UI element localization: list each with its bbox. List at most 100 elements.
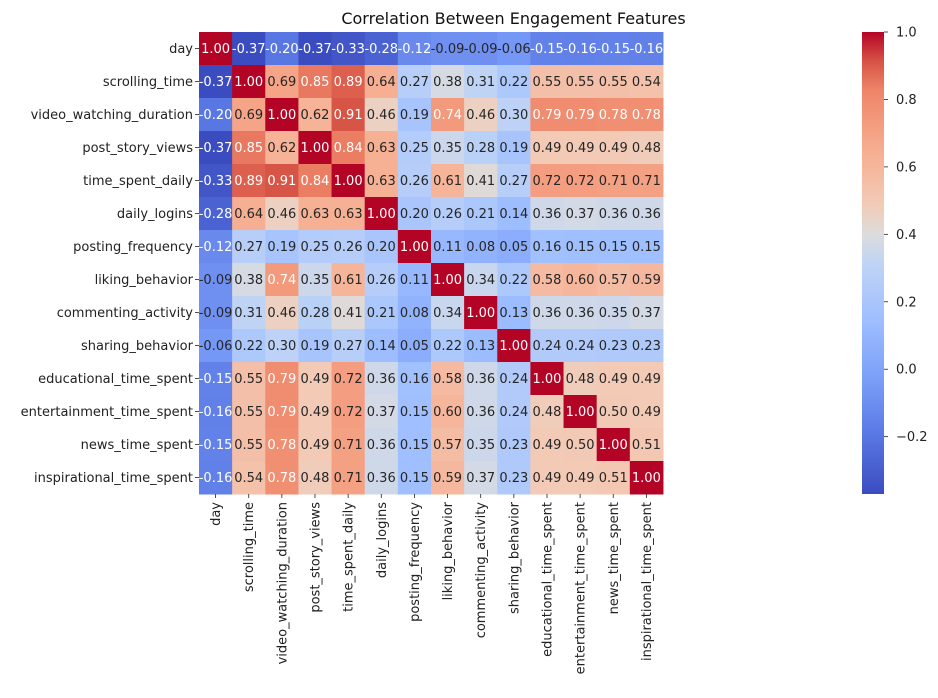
heatmap-cell-label: 0.72: [532, 174, 561, 189]
heatmap-cell: [265, 263, 299, 297]
heatmap-cell-label: 0.63: [367, 141, 396, 156]
heatmap-cell: [331, 164, 366, 198]
heatmap-cell-label: 0.49: [301, 438, 330, 453]
heatmap-cell-label: 0.49: [532, 438, 561, 453]
heatmap-cell: [199, 362, 233, 396]
heatmap-cell-label: 0.24: [566, 339, 595, 354]
heatmap-cell: [629, 32, 664, 66]
heatmap-cell-label: 0.63: [301, 207, 330, 222]
heatmap-cell-label: -0.16: [199, 471, 233, 486]
heatmap-cell-label: 0.19: [301, 339, 330, 354]
x-tick-label: posting_frequency: [408, 502, 423, 622]
heatmap-cell: [563, 395, 598, 429]
heatmap-cell: [331, 395, 366, 429]
heatmap-cell: [563, 428, 598, 462]
colorbar-tick-label: 0.8: [896, 93, 917, 108]
heatmap-cell: [497, 395, 531, 429]
heatmap-cell-label: 0.71: [632, 174, 661, 189]
heatmap-cell-label: 0.58: [433, 372, 462, 387]
heatmap-cell-label: 1.00: [301, 141, 330, 156]
heatmap-cell: [232, 428, 266, 462]
y-tick-label: daily_logins: [117, 207, 193, 222]
heatmap-cell-label: -0.15: [199, 438, 233, 453]
heatmap-cell: [331, 131, 366, 165]
heatmap-cell: [430, 32, 465, 66]
heatmap-cell-label: 0.50: [599, 405, 628, 420]
heatmap-cell-label: -0.09: [199, 273, 233, 288]
heatmap-cell-label: 0.78: [267, 438, 296, 453]
heatmap-cell: [629, 164, 664, 198]
heatmap-cell-label: 0.54: [632, 75, 661, 90]
y-tick-label: scrolling_time: [103, 75, 193, 90]
heatmap-cell: [364, 296, 399, 330]
colorbar-tick-label: −0.2: [896, 430, 928, 445]
heatmap-cell-label: 0.31: [466, 75, 495, 90]
x-tick-label: commenting_activity: [474, 502, 489, 639]
heatmap-cell-labels: 1.00 -0.37 -0.20 -0.37 -0.33 -0.28 -0.12 -0.09-…: [199, 42, 663, 486]
heatmap-cell-label: 0.58: [532, 273, 561, 288]
heatmap-cell-label: 0.71: [599, 174, 628, 189]
heatmap-cell-label: 0.49: [301, 372, 330, 387]
heatmap-cell: [331, 32, 366, 66]
heatmap-cell: [397, 395, 432, 429]
heatmap-cell-label: 0.14: [499, 207, 528, 222]
heatmap-cell-label: 0.49: [566, 141, 595, 156]
heatmap-cell-label: 0.50: [566, 438, 595, 453]
heatmap-cell: [232, 230, 266, 264]
heatmap-cell: [331, 230, 366, 264]
heatmap-cell-label: 0.34: [433, 306, 462, 321]
heatmap-cell: [563, 362, 598, 396]
heatmap-cell: [530, 131, 565, 165]
heatmap-cell: [596, 65, 631, 99]
y-tick-label: sharing_behavior: [81, 339, 194, 354]
heatmap-cell-label: 0.49: [301, 405, 330, 420]
heatmap-cell: [232, 197, 266, 231]
heatmap-cell-label: 0.46: [267, 207, 296, 222]
x-tick-label: post_story_views: [308, 502, 323, 613]
heatmap-cell: [629, 131, 664, 165]
colorbar: [862, 32, 884, 494]
heatmap-cell-label: 1.00: [566, 405, 595, 420]
y-tick-label: day: [169, 42, 193, 57]
heatmap-cell: [464, 32, 498, 66]
heatmap-cell: [530, 197, 565, 231]
heatmap-cell: [364, 197, 399, 231]
heatmap-cell-label: 0.38: [234, 273, 263, 288]
heatmap-cell-label: 0.19: [499, 141, 528, 156]
heatmap-cell-label: 0.85: [234, 141, 263, 156]
heatmap-cell: [331, 197, 366, 231]
heatmap-cell: [331, 296, 366, 330]
heatmap-cell-label: 0.55: [234, 405, 263, 420]
heatmap-cell: [397, 32, 432, 66]
heatmap-cell-label: 0.62: [267, 141, 296, 156]
heatmap-cell-label: 0.55: [566, 75, 595, 90]
x-tick-label: daily_logins: [375, 502, 390, 578]
heatmap-cell-label: 0.26: [367, 273, 396, 288]
heatmap-cell: [497, 362, 531, 396]
heatmap-cell: [530, 263, 565, 297]
heatmap-cell: [430, 428, 465, 462]
heatmap-cell: [364, 65, 399, 99]
heatmap-cell: [430, 329, 465, 363]
heatmap-cell-label: 0.20: [367, 240, 396, 255]
heatmap-cell: [364, 395, 399, 429]
x-tick-label: sharing_behavior: [507, 501, 522, 614]
heatmap-cell: [629, 362, 664, 396]
heatmap-cell-label: 0.26: [400, 174, 429, 189]
heatmap-cell: [530, 65, 565, 99]
heatmap-cell-label: 0.19: [400, 108, 429, 123]
heatmap-cell: [464, 263, 498, 297]
heatmap-cell-label: 0.16: [532, 240, 561, 255]
heatmap-cell: [596, 362, 631, 396]
heatmap-cell-label: 0.51: [599, 471, 628, 486]
heatmap-cell-label: 0.46: [367, 108, 396, 123]
heatmap-cell: [265, 230, 299, 264]
heatmap-cell-label: 0.26: [334, 240, 363, 255]
heatmap-cell-label: 0.36: [466, 372, 495, 387]
x-tick-label: news_time_spent: [607, 502, 622, 614]
heatmap-cell-label: 0.49: [632, 405, 661, 420]
heatmap-cell-label: 0.72: [334, 405, 363, 420]
chart-title: Correlation Between Engagement Features: [341, 9, 685, 28]
heatmap-cells: [199, 32, 664, 495]
heatmap-cell-label: 0.55: [532, 75, 561, 90]
